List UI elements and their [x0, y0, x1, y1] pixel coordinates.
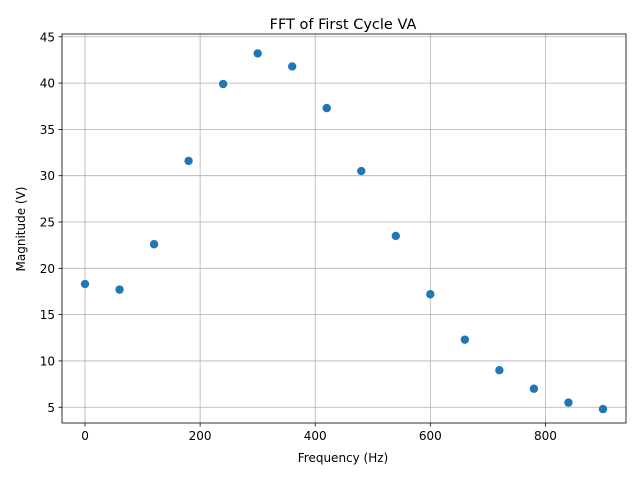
data-point	[564, 398, 573, 407]
x-axis-label: Frequency (Hz)	[298, 451, 389, 465]
data-points	[80, 49, 608, 414]
x-tick-label: 400	[304, 429, 327, 443]
y-tick-label: 5	[47, 401, 55, 415]
y-tick-label: 30	[40, 169, 55, 183]
data-point	[322, 103, 331, 113]
y-axis-label: Magnitude (V)	[14, 187, 28, 272]
chart-title: FFT of First Cycle VA	[270, 17, 417, 33]
data-point	[426, 290, 435, 299]
y-tick-label: 45	[40, 30, 55, 44]
data-point	[80, 279, 90, 289]
data-point	[288, 62, 297, 71]
data-point	[598, 404, 608, 414]
plot-frame	[61, 33, 627, 424]
data-point	[495, 366, 504, 375]
data-point	[460, 335, 470, 344]
data-point	[184, 156, 193, 166]
data-point	[529, 384, 539, 393]
data-point	[149, 240, 159, 249]
y-tick-label: 35	[40, 123, 55, 137]
x-tick-label: 800	[534, 429, 557, 443]
data-point	[218, 79, 228, 89]
x-axis-ticks: 0 200 400 600 800	[81, 423, 557, 443]
y-axis-ticks: 5 10 15 20 25 30 35 40 45	[40, 30, 62, 415]
y-tick-label: 25	[40, 216, 55, 230]
y-tick-label: 15	[40, 308, 55, 322]
data-point	[253, 49, 262, 58]
y-tick-label: 20	[40, 262, 55, 276]
x-tick-label: 600	[419, 429, 442, 443]
y-tick-label: 40	[40, 77, 55, 91]
x-tick-label: 0	[81, 429, 89, 443]
x-tick-label: 200	[189, 429, 212, 443]
data-point	[115, 285, 124, 294]
data-point	[357, 166, 366, 176]
data-point	[391, 231, 400, 241]
grid	[62, 34, 626, 423]
y-tick-label: 10	[40, 354, 55, 368]
